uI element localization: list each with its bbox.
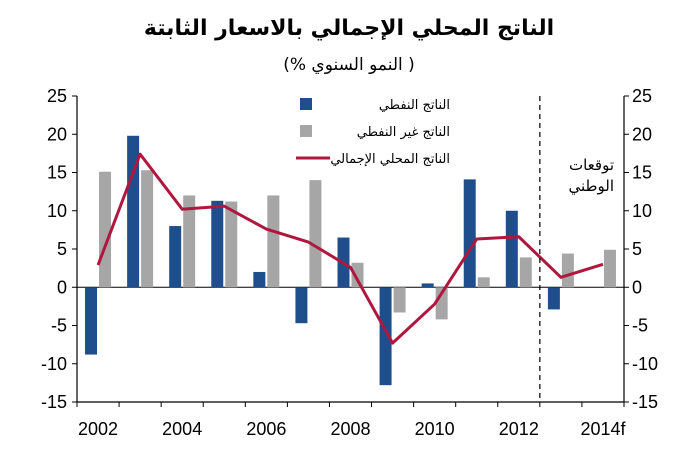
y-tick-label-left: -5: [51, 316, 67, 336]
line-gdp: [96, 152, 604, 345]
bar-non-oil: [477, 277, 490, 288]
bar-oil: [127, 135, 140, 288]
y-tick-label-right: 15: [632, 163, 652, 183]
legend-swatch-oil: [300, 98, 312, 110]
bar-oil: [505, 210, 518, 288]
bar-oil: [85, 287, 98, 355]
forecast-label-line2: الوطني: [569, 177, 614, 196]
bar-non-oil: [225, 201, 238, 288]
bar-non-oil: [267, 195, 280, 288]
bar-oil: [379, 287, 392, 386]
y-tick-label-right: -10: [632, 354, 658, 374]
y-tick-label-right: 5: [632, 239, 642, 259]
legend-label-non-oil: الناتج غير النفطي: [357, 125, 450, 140]
bar-oil: [421, 283, 434, 288]
y-tick-label-left: -15: [41, 392, 67, 412]
bar-oil: [463, 179, 476, 288]
y-tick-label-left: 25: [47, 86, 67, 106]
y-tick-label-right: 10: [632, 201, 652, 221]
y-tick-label-left: 15: [47, 163, 67, 183]
x-tick-label: 2012: [499, 419, 539, 439]
bar-non-oil: [561, 253, 574, 288]
x-tick-label: 2010: [415, 419, 455, 439]
y-tick-label-left: 20: [47, 124, 67, 144]
y-tick-label-right: 0: [632, 277, 642, 297]
bar-non-oil: [99, 171, 112, 288]
y-tick-label-right: -15: [632, 392, 658, 412]
bar-oil: [253, 271, 266, 288]
x-tick-label: 2008: [330, 419, 370, 439]
x-tick-label: 2014f: [580, 419, 626, 439]
x-tick-label: 2006: [246, 419, 286, 439]
bar-oil: [169, 226, 182, 288]
y-tick-label-left: 0: [57, 277, 67, 297]
bar-non-oil: [141, 170, 154, 288]
bar-oil: [211, 200, 224, 288]
y-tick-label-right: 20: [632, 124, 652, 144]
y-tick-label-left: -10: [41, 354, 67, 374]
y-tick-label-left: 5: [57, 239, 67, 259]
legend-label-oil: الناتج النفطي: [379, 98, 450, 113]
chart-subtitle: ( النمو السنوي %): [283, 55, 415, 75]
forecast-label-line1: توقعات: [569, 156, 614, 174]
bar-non-oil: [351, 262, 364, 288]
chart-title: الناتج المحلي الإجمالي بالاسعار الثابتة: [143, 16, 555, 41]
bar-non-oil: [603, 249, 616, 288]
bar-oil: [295, 287, 308, 324]
bar-non-oil: [183, 195, 196, 288]
x-tick-label: 2004: [162, 419, 202, 439]
y-tick-label-left: 10: [47, 201, 67, 221]
x-tick-label: 2002: [78, 419, 118, 439]
bar-non-oil: [519, 257, 532, 288]
bar-oil: [547, 287, 560, 310]
bar-non-oil: [309, 180, 322, 288]
y-tick-label-right: 25: [632, 86, 652, 106]
legend-swatch-non-oil: [300, 125, 312, 137]
legend-label-gdp: الناتج المحلي الإجمالي: [330, 152, 450, 167]
bar-non-oil: [393, 287, 406, 313]
y-tick-label-right: -5: [632, 316, 648, 336]
